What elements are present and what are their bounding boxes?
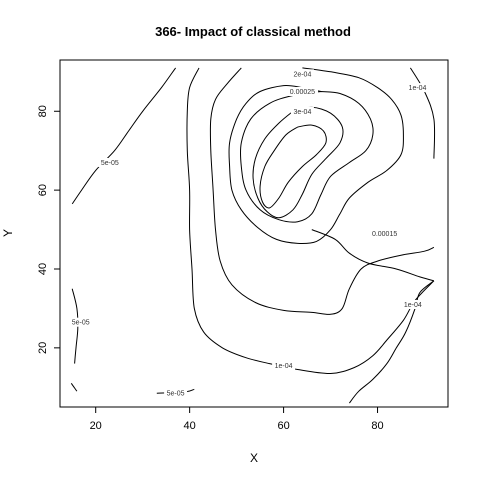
contour-level-label: 5e-05 — [72, 320, 90, 327]
contour-line — [239, 91, 374, 223]
y-tick-label: 40 — [37, 263, 49, 275]
contour-label-background — [401, 300, 425, 309]
contour-label-background — [98, 158, 122, 167]
x-tick-label: 80 — [371, 420, 383, 432]
contour-line — [209, 67, 435, 315]
y-tick-label: 80 — [37, 105, 49, 117]
contour-label-background — [290, 69, 314, 79]
x-tick-label: 20 — [90, 420, 102, 432]
contour-line — [186, 67, 435, 375]
contour-line — [252, 106, 344, 219]
contour-line — [71, 67, 177, 205]
y-axis: 20 40 60 80 — [37, 105, 60, 354]
contour-line — [70, 383, 78, 392]
contour-lines — [70, 67, 436, 404]
contour-label-background — [164, 388, 188, 398]
x-tick-label: 40 — [184, 420, 196, 432]
contour-level-label: 1e-04 — [275, 363, 293, 370]
contour-line — [348, 280, 435, 404]
contour-label-background — [290, 106, 314, 116]
contour-line — [259, 124, 327, 209]
contour-level-label: 0.00015 — [372, 231, 397, 238]
plot-frame — [59, 59, 449, 408]
x-axis-label: X — [250, 451, 258, 465]
contour-line — [311, 229, 435, 282]
contour-level-label: 0.00025 — [290, 89, 315, 96]
contour-level-label: 1e-04 — [404, 302, 422, 309]
contour-level-label: 5e-05 — [101, 160, 119, 167]
x-tick-label: 60 — [277, 420, 289, 432]
y-axis-label: Y — [1, 229, 15, 237]
contour-label-background — [406, 83, 429, 93]
contour-line — [409, 67, 436, 159]
contour-label-background — [69, 317, 93, 327]
y-tick-label: 60 — [37, 184, 49, 196]
contour-level-labels: 5e-05 5e-05 5e-05 1e-04 1e-04 1e-04 2e-04 0.000… — [69, 69, 429, 398]
contour-label-background — [286, 87, 319, 96]
chart-title: 366- Impact of classical method — [155, 24, 351, 39]
contour-label-background — [368, 229, 401, 238]
contour-label-background — [272, 361, 296, 371]
x-axis: 20 40 60 80 — [90, 407, 384, 432]
contour-level-label: 1e-04 — [409, 85, 427, 92]
y-tick-label: 20 — [37, 342, 49, 354]
contour-level-label: 5e-05 — [167, 390, 185, 397]
contour-line — [71, 288, 79, 364]
contour-line — [228, 67, 404, 245]
contour-level-label: 3e-04 — [293, 109, 311, 116]
contour-level-label: 2e-04 — [293, 71, 311, 78]
